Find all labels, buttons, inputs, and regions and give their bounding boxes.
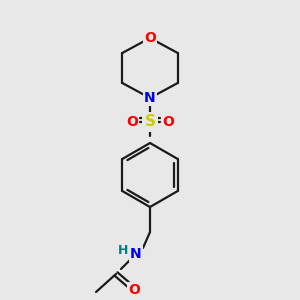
Text: N: N xyxy=(130,247,142,261)
Text: O: O xyxy=(126,115,138,129)
Text: S: S xyxy=(145,115,155,130)
Text: O: O xyxy=(128,283,140,297)
Text: N: N xyxy=(144,91,156,105)
Text: H: H xyxy=(118,244,128,256)
Text: O: O xyxy=(144,31,156,45)
Text: O: O xyxy=(162,115,174,129)
